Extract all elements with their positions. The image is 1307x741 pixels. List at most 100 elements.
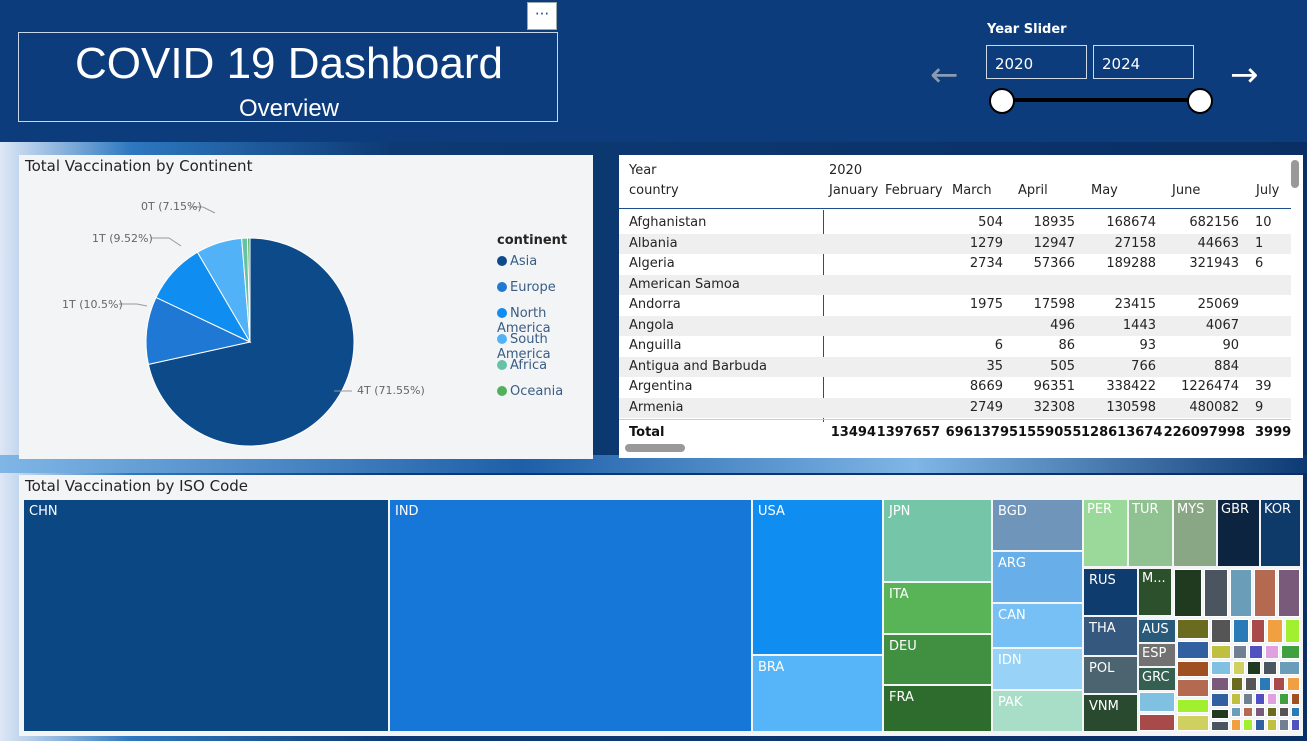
table-row[interactable]: American Samoa	[619, 274, 1291, 295]
treemap-cell-small[interactable]	[1231, 719, 1241, 731]
legend-item[interactable]: North America	[497, 306, 593, 336]
treemap-cell-small[interactable]	[1267, 707, 1277, 717]
treemap-cell-small[interactable]	[1278, 569, 1300, 617]
treemap-cell-mys[interactable]: MYS	[1174, 500, 1216, 566]
pie-slice-asia[interactable]	[147, 237, 355, 447]
treemap-cell-chn[interactable]: CHN	[24, 500, 388, 731]
treemap-cell-ind[interactable]: IND	[390, 500, 751, 731]
treemap-cell-small[interactable]	[1267, 719, 1277, 731]
treemap-cell-small[interactable]	[1233, 645, 1247, 659]
treemap-cell-small[interactable]	[1139, 692, 1175, 712]
treemap-cell-ita[interactable]: ITA	[884, 583, 991, 633]
treemap-cell-can[interactable]: CAN	[993, 604, 1082, 647]
vaccination-matrix[interactable]: Year country 2020 January February March…	[619, 155, 1303, 458]
arrow-left-icon[interactable]: ←	[930, 55, 959, 95]
treemap-cell-small[interactable]	[1211, 661, 1231, 675]
treemap-cell-small[interactable]	[1177, 699, 1209, 713]
treemap-cell-small[interactable]	[1233, 619, 1249, 643]
treemap-cell-small[interactable]	[1211, 709, 1229, 719]
table-row[interactable]: Andorra 1975 17598 23415 25069	[619, 295, 1291, 316]
treemap-cell-small[interactable]	[1254, 569, 1276, 617]
treemap-cell-small[interactable]	[1231, 693, 1241, 705]
treemap-cell-small[interactable]	[1279, 661, 1300, 675]
treemap-cell-small[interactable]	[1285, 619, 1300, 643]
slider-start-handle[interactable]	[989, 88, 1015, 114]
treemap-cell-small[interactable]	[1255, 719, 1265, 731]
treemap-cell-aus[interactable]: AUS	[1139, 620, 1175, 642]
treemap-cell-small[interactable]	[1255, 707, 1265, 717]
treemap-cell-deu[interactable]: DEU	[884, 635, 991, 684]
treemap-cell-small[interactable]	[1259, 677, 1271, 691]
treemap-cell-small[interactable]	[1231, 707, 1241, 717]
treemap-cell-bgd[interactable]: BGD	[993, 500, 1082, 550]
treemap-cell-small[interactable]	[1243, 707, 1253, 717]
horizontal-scrollbar[interactable]	[625, 444, 685, 452]
treemap-cell-rus[interactable]: RUS	[1084, 569, 1137, 615]
treemap-cell-small[interactable]	[1177, 715, 1209, 731]
treemap-cell-kor[interactable]: KOR	[1261, 500, 1300, 566]
treemap-cell-small[interactable]	[1211, 677, 1229, 691]
treemap-cell-small[interactable]	[1211, 619, 1231, 643]
month-header[interactable]: February	[885, 183, 943, 198]
treemap-cell-tur[interactable]: TUR	[1129, 500, 1172, 566]
treemap-cell-small[interactable]	[1233, 661, 1245, 675]
treemap-cell-small[interactable]	[1263, 661, 1277, 675]
treemap-cell-small[interactable]	[1139, 714, 1175, 731]
treemap-cell-bra[interactable]: BRA	[753, 656, 882, 731]
vertical-scrollbar[interactable]	[1291, 160, 1299, 188]
treemap-cell-small[interactable]	[1230, 569, 1252, 617]
pie-slice-oceania[interactable]	[247, 237, 251, 343]
legend-item[interactable]: Europe	[497, 280, 556, 295]
treemap-cell-fra[interactable]: FRA	[884, 686, 991, 731]
treemap-cell-esp[interactable]: ESP	[1139, 644, 1175, 666]
month-header[interactable]: May	[1091, 183, 1118, 198]
table-row[interactable]: Antigua and Barbuda 35 505 766 884	[619, 356, 1291, 377]
pie-slice-europe[interactable]	[145, 296, 252, 365]
treemap-cell-small[interactable]	[1291, 707, 1300, 717]
treemap-cell-small[interactable]	[1281, 645, 1300, 659]
treemap-cell-jpn[interactable]: JPN	[884, 500, 991, 581]
treemap-cell-small[interactable]	[1255, 693, 1265, 705]
treemap-cell-small[interactable]	[1177, 619, 1209, 639]
treemap-cell-usa[interactable]: USA	[753, 500, 882, 654]
treemap-cell-tha[interactable]: THA	[1084, 617, 1137, 655]
slider-end-input[interactable]: 2024	[1093, 45, 1194, 79]
treemap-cell-small[interactable]	[1249, 645, 1263, 659]
month-header[interactable]: January	[829, 183, 879, 198]
table-row[interactable]: Argentina 8669 96351 338422 1226474 39	[619, 377, 1291, 398]
table-row[interactable]: Armenia 2749 32308 130598 480082 9	[619, 397, 1291, 418]
month-header[interactable]: July	[1256, 183, 1280, 198]
treemap-cell-gbr[interactable]: GBR	[1218, 500, 1259, 566]
treemap-cell-small[interactable]	[1243, 693, 1253, 705]
slider-end-handle[interactable]	[1187, 88, 1213, 114]
treemap-cell-per[interactable]: PER	[1084, 500, 1127, 566]
treemap-cell-small[interactable]	[1211, 721, 1229, 731]
treemap-cell-small[interactable]	[1177, 679, 1209, 697]
treemap-cell-small[interactable]	[1273, 677, 1285, 691]
legend-item[interactable]: Oceania	[497, 384, 563, 399]
treemap-cell-small[interactable]	[1243, 719, 1253, 731]
slider-track[interactable]	[1002, 98, 1200, 102]
table-row[interactable]: Algeria 2734 57366 189288 321943 6	[619, 254, 1291, 275]
treemap-cell-pol[interactable]: POL	[1084, 657, 1137, 693]
treemap-cell-small[interactable]	[1291, 693, 1300, 705]
treemap-cell-small[interactable]	[1287, 677, 1300, 691]
legend-item[interactable]: South America	[497, 332, 593, 362]
treemap-cell-small[interactable]	[1177, 641, 1209, 659]
more-options-icon[interactable]: ···	[527, 2, 557, 30]
arrow-right-icon[interactable]: →	[1230, 55, 1259, 95]
treemap-cell-arg[interactable]: ARG	[993, 552, 1082, 602]
treemap-cell-small[interactable]	[1245, 677, 1257, 691]
month-header[interactable]: March	[952, 183, 992, 198]
treemap-cell-small[interactable]	[1247, 661, 1261, 675]
treemap-cell-small[interactable]	[1174, 569, 1202, 617]
table-row[interactable]: Albania 1279 12947 27158 44663 1	[619, 233, 1291, 254]
treemap-cell-small[interactable]	[1291, 719, 1300, 731]
treemap-cell-idn[interactable]: IDN	[993, 649, 1082, 689]
slider-start-input[interactable]: 2020	[986, 45, 1087, 79]
table-row[interactable]: Angola 496 1443 4067	[619, 315, 1291, 336]
table-row[interactable]: Anguilla 6 86 93 90	[619, 336, 1291, 357]
treemap-cell-small[interactable]	[1211, 693, 1229, 707]
legend-item[interactable]: Africa	[497, 358, 547, 373]
treemap-cell-pak[interactable]: PAK	[993, 691, 1082, 731]
